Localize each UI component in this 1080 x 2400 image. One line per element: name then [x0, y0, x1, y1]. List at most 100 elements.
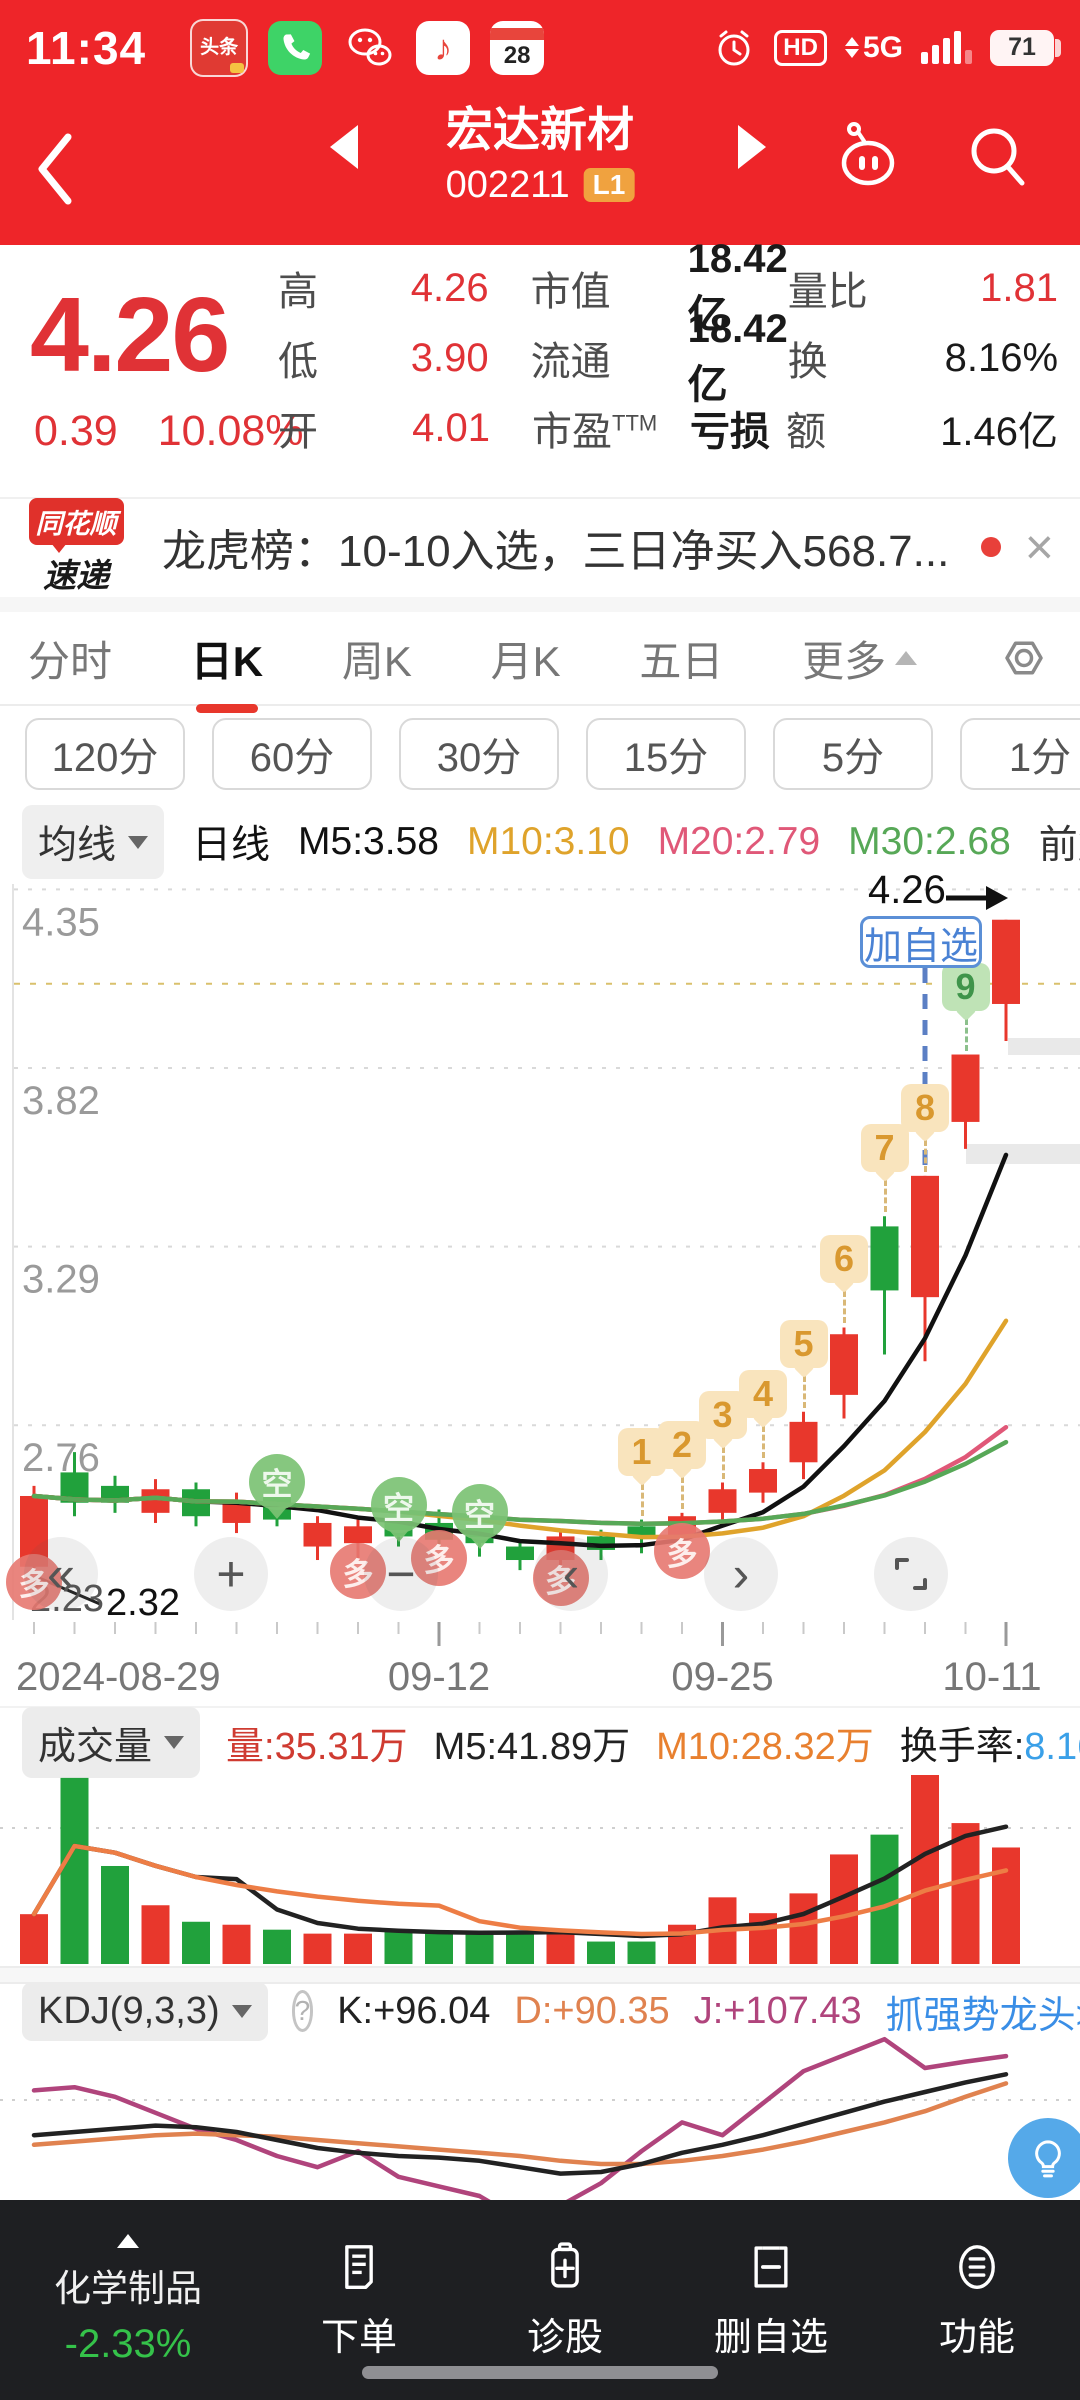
tab-more[interactable]: 更多 [802, 628, 918, 689]
search-button[interactable] [962, 119, 1034, 196]
volume-chart [0, 1775, 1080, 1964]
limit-up-count-badge-7: 7 [860, 1124, 909, 1173]
volume-ma10: M10:28.32万 [656, 1725, 874, 1768]
svg-text:2024-08-29: 2024-08-29 [16, 1655, 221, 1699]
label-turnover: 换 [787, 340, 828, 384]
music-app-icon: ♪ [416, 20, 471, 75]
value-open: 4.01 [412, 405, 490, 450]
volume-indicator-bar: 成交量 量:35.31万 M5:41.89万 M10:28.32万 换手率:8.… [0, 1706, 1080, 1778]
add-watchlist-button[interactable]: 加自选 [860, 916, 982, 968]
label-open: 开 [278, 410, 318, 454]
limit-up-count-badge-9: 9 [941, 962, 990, 1011]
kdj-help-icon[interactable]: ? [291, 1990, 314, 2032]
tab-monthly-k[interactable]: 月K [490, 637, 561, 685]
close-news-button[interactable]: × [1024, 519, 1054, 575]
limit-up-count-badge-8: 8 [901, 1083, 949, 1132]
ma20-value: M20:2.79 [657, 820, 821, 863]
quote-panel: 4.26 0.39 10.08% 高 4.26 市值 18.42亿 量比 1.8… [0, 237, 1080, 495]
back-button[interactable] [30, 129, 80, 209]
stock-code: 002211 [445, 163, 570, 206]
nav-functions[interactable]: 功能 [874, 2200, 1080, 2400]
more-arrow-icon [895, 651, 918, 665]
back-chevron-icon [38, 133, 72, 205]
nav-place-order[interactable]: 下单 [256, 2200, 462, 2400]
chip-60min[interactable]: 60分 [212, 718, 372, 790]
signal-connector [883, 1180, 887, 1213]
news-banner[interactable]: 同花顺 速递 龙虎榜：10-10入选，三日净买入568.7... × [0, 497, 1080, 595]
kdj-d-value: D:+90.35 [514, 1989, 670, 2032]
chip-120min[interactable]: 120分 [25, 718, 185, 790]
chart-fullscreen-button[interactable] [874, 1537, 948, 1611]
svg-text:3.82: 3.82 [22, 1079, 100, 1123]
limit-up-count-badge-4: 4 [739, 1370, 787, 1419]
kdj-selector[interactable]: KDJ(9,3,3) [22, 1981, 268, 2041]
bearish-signal-badge: 空 [451, 1484, 508, 1541]
limit-up-count-badge-6: 6 [820, 1235, 868, 1284]
last-price-flag: 4.26 [868, 868, 946, 912]
svg-text:10-11: 10-11 [942, 1655, 1041, 1699]
volume-selector[interactable]: 成交量 [22, 1706, 201, 1778]
chart-tabs: 分时 日K 周K 月K 五日 更多 [0, 612, 1080, 706]
chart-prev-button[interactable]: ‹ [534, 1537, 608, 1611]
phone-icon [283, 33, 311, 60]
chip-1min[interactable]: 1分 [960, 718, 1080, 790]
ma-selector[interactable]: 均线 [22, 805, 165, 879]
ai-assistant-button[interactable] [828, 117, 904, 198]
change-percent: 10.08% [157, 407, 304, 455]
chart-next-button[interactable]: › [704, 1537, 778, 1611]
diagnose-icon [551, 2241, 579, 2288]
data-arrows-icon [844, 37, 859, 58]
svg-text:09-25: 09-25 [671, 1655, 773, 1699]
chart-zoom-out-button[interactable]: − [364, 1537, 438, 1611]
label-float: 流通 [530, 340, 611, 384]
status-bar: 11:34 头条 ♪ 28 [0, 0, 1080, 95]
home-indicator[interactable] [362, 2366, 718, 2379]
value-float: 18.42亿 [687, 306, 788, 407]
news-headline[interactable]: 龙虎榜：10-10入选，三日净买入568.7... [162, 527, 950, 576]
adjust-mode[interactable]: 前复权 [1038, 824, 1080, 867]
chart-zoom-in-button[interactable]: + [194, 1537, 268, 1611]
nav-diagnose-stock[interactable]: 诊股 [462, 2200, 668, 2400]
chart-settings-icon[interactable] [996, 630, 1052, 686]
volume-ma5: M5:41.89万 [433, 1725, 631, 1768]
nav-remove-watchlist[interactable]: 删自选 [668, 2200, 874, 2400]
strong-leader-link[interactable]: 抓强势龙头> [885, 1994, 1080, 2037]
bearish-signal-badge: 空 [249, 1453, 305, 1510]
chart-rewind-button[interactable]: « [24, 1537, 98, 1611]
bullish-signal-badge: 多 [411, 1529, 467, 1586]
signal-bars-icon [921, 31, 972, 64]
chip-15min[interactable]: 15分 [586, 718, 746, 790]
app-header: 宏达新材 002211 L1 [0, 95, 1080, 245]
label-high: 高 [278, 270, 318, 314]
signal-connector [640, 1483, 644, 1516]
tab-minute[interactable]: 分时 [28, 637, 113, 685]
stock-title-block: 宏达新材 002211 L1 [446, 101, 635, 207]
bullish-signal-badge: 多 [330, 1543, 386, 1600]
chip-30min[interactable]: 30分 [399, 718, 559, 790]
assistant-floating-button[interactable] [1008, 2118, 1080, 2198]
signal-connector [802, 1375, 806, 1408]
period-chips: 120分 60分 30分 15分 5分 1分 [0, 708, 1080, 800]
wechat-app-icon [342, 21, 396, 75]
kdj-indicator-bar: KDJ(9,3,3) ? K:+96.04 D:+90.35 J:+107.43… [0, 1981, 1080, 2041]
search-icon [971, 128, 1025, 186]
industry-block[interactable]: 化学制品 -2.33% [0, 2200, 256, 2400]
tab-five-day[interactable]: 五日 [639, 637, 724, 685]
calendar-app-icon: 28 [490, 20, 545, 75]
functions-icon [959, 2244, 995, 2289]
value-low: 3.90 [410, 335, 489, 380]
prev-stock-button[interactable] [330, 125, 358, 169]
next-stock-button[interactable] [738, 125, 766, 169]
chip-5min[interactable]: 5分 [773, 718, 933, 790]
ma30-value: M30:2.68 [848, 820, 1011, 863]
fullscreen-icon [895, 1558, 927, 1590]
value-high: 4.26 [410, 265, 489, 310]
phone-app-icon [268, 20, 323, 75]
clock-time: 11:34 [26, 21, 147, 74]
tab-daily-k[interactable]: 日K [191, 628, 263, 689]
remove-watch-icon [754, 2245, 788, 2288]
label-marketcap: 市值 [530, 270, 611, 314]
tab-weekly-k[interactable]: 周K [341, 637, 412, 685]
